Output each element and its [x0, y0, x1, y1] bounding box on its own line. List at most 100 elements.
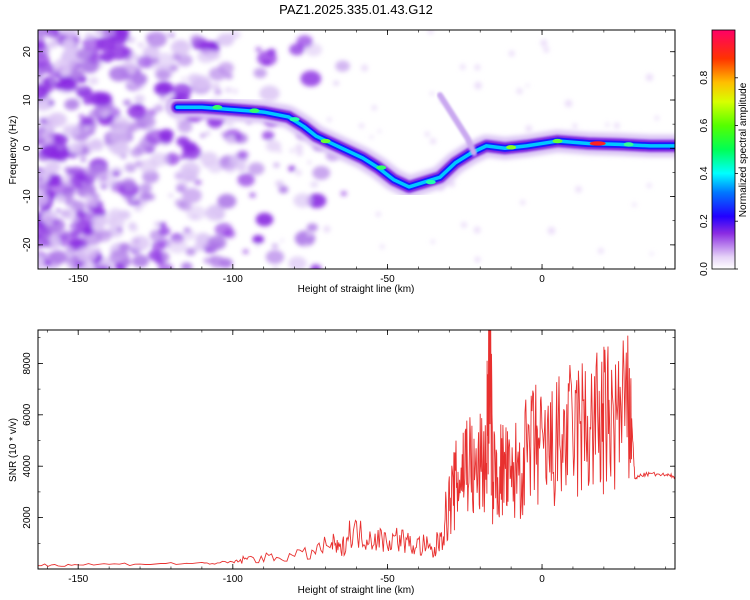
noise-blob — [154, 81, 173, 96]
noise-blob — [300, 70, 322, 87]
noise-blob — [273, 265, 279, 269]
noise-blob — [429, 91, 435, 96]
noise-blob — [51, 243, 60, 251]
x-tick-label: -150 — [68, 574, 88, 585]
noise-blob — [174, 198, 186, 207]
noise-blob — [598, 248, 604, 254]
noise-blob — [296, 149, 303, 157]
noise-blob — [108, 216, 125, 230]
noise-blob — [38, 177, 43, 182]
noise-blob — [224, 87, 232, 93]
noise-blob — [123, 195, 132, 202]
noise-blob — [164, 32, 170, 37]
noise-blob — [575, 186, 582, 193]
noise-blob — [474, 81, 482, 90]
noise-blob — [81, 226, 94, 236]
noise-blob — [38, 136, 46, 146]
page-title: PAZ1.2025.335.01.43.G12 — [279, 2, 433, 17]
noise-blob — [91, 53, 98, 59]
colorbar-ticks: 0.0 0.2 0.4 0.6 0.8 — [699, 70, 738, 276]
noise-blob — [70, 174, 90, 189]
noise-blob — [111, 116, 131, 131]
noise-blob — [214, 89, 222, 95]
noise-blob — [224, 73, 234, 80]
noise-blob — [259, 85, 280, 102]
noise-blob — [62, 126, 71, 133]
y-tick-label: 2000 — [22, 506, 33, 529]
ridge-hotspot — [376, 165, 387, 170]
noise-blob — [427, 30, 434, 35]
noise-blob — [40, 144, 59, 159]
noise-blob — [649, 251, 654, 256]
noise-blob — [295, 169, 302, 176]
noise-blob — [296, 35, 313, 48]
x-tick-label: 0 — [539, 574, 545, 585]
noise-blob — [76, 77, 83, 83]
noise-blob — [564, 99, 573, 108]
y-tick-label: -20 — [22, 237, 33, 252]
noise-blob — [168, 193, 174, 198]
noise-blob — [68, 240, 77, 247]
noise-blob — [193, 242, 205, 252]
noise-blob — [46, 132, 53, 137]
noise-blob — [211, 82, 221, 90]
noise-blob — [257, 50, 277, 67]
noise-blob — [474, 64, 481, 71]
noise-blob — [242, 249, 249, 254]
noise-blob — [52, 219, 59, 225]
noise-blob — [516, 88, 523, 95]
colorbar-label: Normalized spectral amplitude — [738, 82, 749, 217]
noise-blob — [424, 131, 430, 137]
noise-field — [38, 30, 660, 269]
noise-blob — [80, 85, 87, 91]
noise-blob — [271, 243, 279, 249]
noise-blob — [158, 262, 174, 269]
noise-blob — [63, 166, 72, 173]
noise-blob — [310, 264, 322, 269]
noise-blob — [117, 227, 123, 232]
noise-blob — [81, 182, 87, 187]
noise-blob — [84, 197, 98, 208]
noise-blob — [525, 125, 533, 132]
noise-blob — [204, 131, 211, 136]
noise-blob — [217, 193, 237, 209]
noise-blob — [52, 59, 71, 74]
noise-blob — [109, 208, 122, 218]
noise-blob — [520, 199, 526, 206]
noise-blob — [93, 105, 106, 116]
noise-blob — [123, 99, 132, 106]
noise-blob — [88, 76, 99, 85]
noise-blob — [38, 170, 51, 184]
noise-blob — [307, 160, 312, 165]
colorbar: 0.0 0.2 0.4 0.6 0.8 Normalized spectral ampl… — [699, 29, 749, 276]
ridge-branch — [436, 92, 478, 157]
noise-blob — [256, 244, 260, 248]
noise-blob — [154, 52, 176, 69]
noise-blob — [199, 151, 219, 166]
noise-blob — [43, 213, 54, 221]
noise-blob — [369, 135, 374, 139]
noise-blob — [48, 77, 58, 85]
ridge-hotspot — [289, 117, 300, 122]
noise-blob — [75, 209, 86, 218]
noise-blob — [146, 125, 153, 130]
colorbar-tick-label: 0.0 — [699, 262, 710, 276]
noise-blob — [46, 31, 56, 38]
noise-blob — [180, 76, 187, 82]
noise-blob — [80, 157, 87, 162]
noise-blob — [118, 242, 131, 252]
noise-blob — [57, 145, 64, 151]
noise-blob — [525, 83, 530, 88]
x-tick-label: -50 — [380, 274, 395, 285]
noise-blob — [159, 222, 167, 228]
noise-blob — [180, 262, 193, 269]
noise-blob — [96, 229, 112, 242]
noise-blob — [263, 60, 271, 66]
noise-blob — [155, 69, 171, 81]
noise-blob — [48, 100, 55, 105]
noise-blob — [160, 134, 173, 144]
ridge-hotspot — [249, 108, 260, 113]
noise-blob — [632, 202, 637, 207]
noise-blob — [237, 173, 255, 187]
